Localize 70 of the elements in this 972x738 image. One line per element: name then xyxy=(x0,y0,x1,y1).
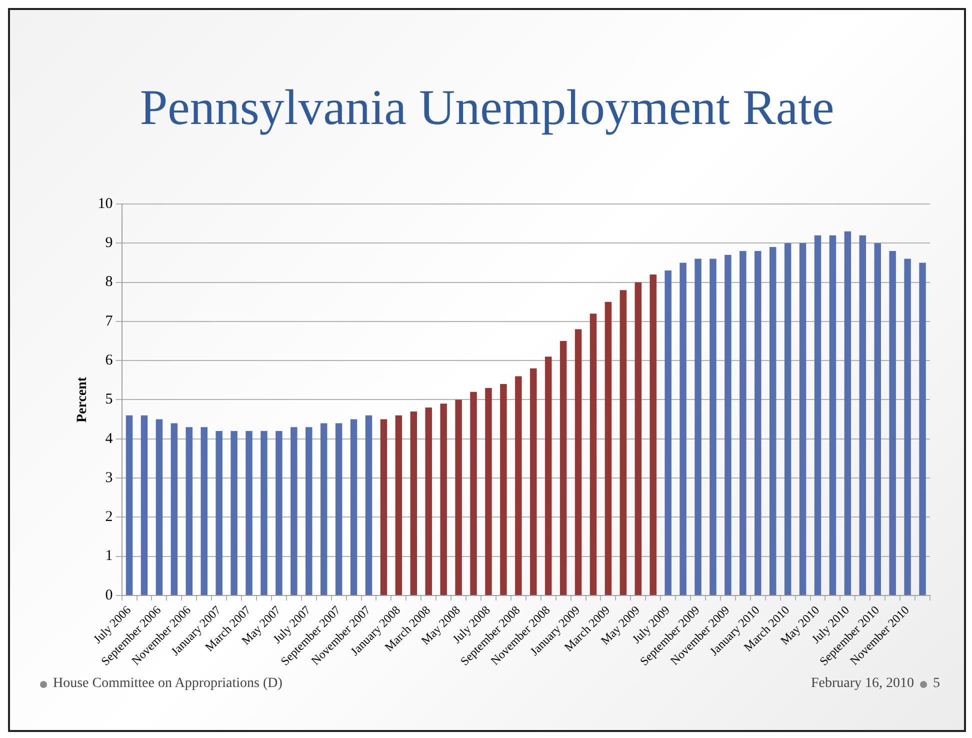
y-tick-label: 8 xyxy=(105,274,113,290)
bar xyxy=(425,408,432,595)
bar xyxy=(859,235,866,595)
bar xyxy=(260,431,268,595)
bar xyxy=(829,235,836,595)
bar xyxy=(410,411,418,595)
bar xyxy=(530,368,537,595)
bar xyxy=(126,415,133,595)
y-tick-label: 5 xyxy=(105,392,113,408)
bar xyxy=(276,431,282,595)
y-tick-label: 3 xyxy=(105,470,113,486)
y-tick-label: 2 xyxy=(105,509,113,526)
y-tick-label: 0 xyxy=(105,587,113,604)
bar xyxy=(710,258,716,595)
bar xyxy=(844,231,852,595)
bar xyxy=(216,431,222,595)
bar xyxy=(544,356,552,595)
bar xyxy=(455,400,462,595)
bar xyxy=(769,247,776,595)
bar xyxy=(395,415,402,595)
bar xyxy=(350,419,358,595)
text: House Committee on Appropriations (D) xyxy=(53,676,282,692)
bar xyxy=(814,235,822,595)
bar xyxy=(200,427,208,595)
bar xyxy=(230,431,238,595)
y-axis-title: Percent xyxy=(75,376,90,423)
y-tick-label: 4 xyxy=(105,430,114,447)
bar xyxy=(680,262,686,595)
bar xyxy=(365,415,372,595)
bar xyxy=(335,423,342,595)
bar xyxy=(290,427,298,595)
bar xyxy=(919,262,926,595)
text: 5 xyxy=(933,676,940,692)
bar xyxy=(246,431,252,595)
y-tick-label: 10 xyxy=(98,196,113,212)
bar xyxy=(440,404,447,595)
bar xyxy=(170,423,178,595)
bar xyxy=(156,419,163,595)
bar xyxy=(754,250,762,595)
bar xyxy=(590,314,597,595)
bar xyxy=(320,423,328,595)
y-tick-label: 6 xyxy=(105,352,114,369)
bar xyxy=(724,254,732,595)
chart-title: Pennsylvania Unemployment Rate xyxy=(138,78,836,136)
bar xyxy=(140,415,148,595)
bar xyxy=(485,388,492,595)
bar xyxy=(186,427,193,595)
bar xyxy=(470,392,477,595)
bar xyxy=(874,243,881,595)
bar xyxy=(306,427,312,595)
bar xyxy=(740,250,746,595)
bar xyxy=(889,250,896,595)
y-tick-label: 7 xyxy=(105,313,114,330)
bar xyxy=(380,419,388,595)
bar xyxy=(664,270,672,595)
bar xyxy=(784,243,792,595)
bar xyxy=(515,376,522,595)
bar xyxy=(574,329,582,595)
bar xyxy=(560,341,567,595)
bar xyxy=(604,302,612,595)
y-tick-label: 1 xyxy=(105,548,113,564)
text: February 16, 2010 xyxy=(810,676,914,692)
bar xyxy=(694,258,702,595)
bar xyxy=(620,290,627,595)
bar xyxy=(650,274,656,595)
bar xyxy=(634,282,642,595)
bar xyxy=(799,243,806,595)
y-tick-label: 9 xyxy=(105,235,113,252)
bar xyxy=(904,258,911,595)
bar xyxy=(500,384,507,595)
